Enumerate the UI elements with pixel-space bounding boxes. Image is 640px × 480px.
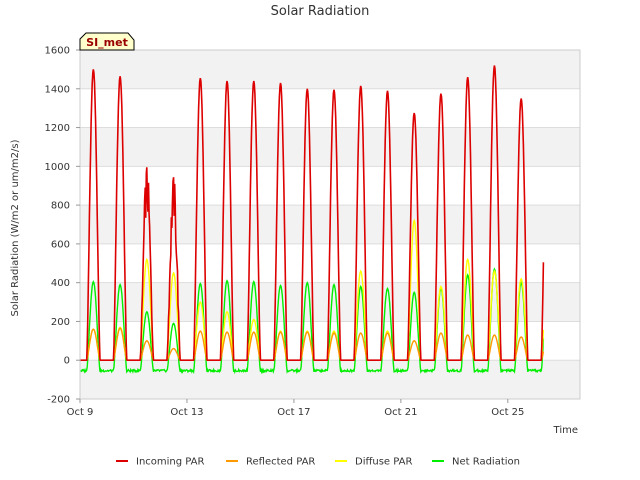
x-tick-label: Oct 21 [384,407,417,418]
grid-band [80,360,580,399]
y-tick-label: 400 [51,278,70,289]
y-tick-label: 600 [51,239,70,250]
y-tick-label: 1000 [45,162,70,173]
legend-label: Reflected PAR [246,457,315,468]
grid-band [80,50,580,89]
x-tick-label: Oct 13 [170,407,203,418]
x-axis-title: Time [553,425,578,436]
y-axis-title: Solar Radiation (W/m2 or um/m2/s) [10,139,21,316]
grid-band [80,282,580,322]
legend-label: Net Radiation [452,457,520,468]
station-badge-label: SI_met [86,36,128,49]
x-tick-label: Oct 25 [491,407,524,418]
legend-label: Incoming PAR [136,457,205,468]
station-badge-box [79,32,135,51]
plot-frame [79,49,581,400]
series-line-incoming [80,65,545,361]
series-layer [80,65,545,375]
x-tick-label: Oct 17 [277,407,310,418]
y-tick-label: -200 [47,395,70,406]
series-line-net [80,267,545,375]
legend-label: Diffuse PAR [355,457,412,468]
y-tick-label: 1600 [45,46,70,57]
y-tick-label: 800 [51,201,70,212]
grid-band [80,127,580,167]
y-tick-label: 1400 [45,84,70,95]
y-tick-label: 0 [64,356,70,367]
station-badge: SI_met [79,32,135,51]
legend: Incoming PAR Reflected PAR Diffuse PAR Net … [116,457,520,468]
x-tick-label: Oct 9 [67,407,94,418]
y-tick-label: 1200 [45,123,70,134]
x-axis-ticks: Oct 9 Oct 13 Oct 17 Oct 21 Oct 25 [67,399,524,418]
chart-title: Solar Radiation [271,4,370,19]
y-axis-ticks: -200 0 200 400 600 800 1000 1200 1400 1600 [45,46,80,406]
y-tick-label: 200 [51,317,70,328]
